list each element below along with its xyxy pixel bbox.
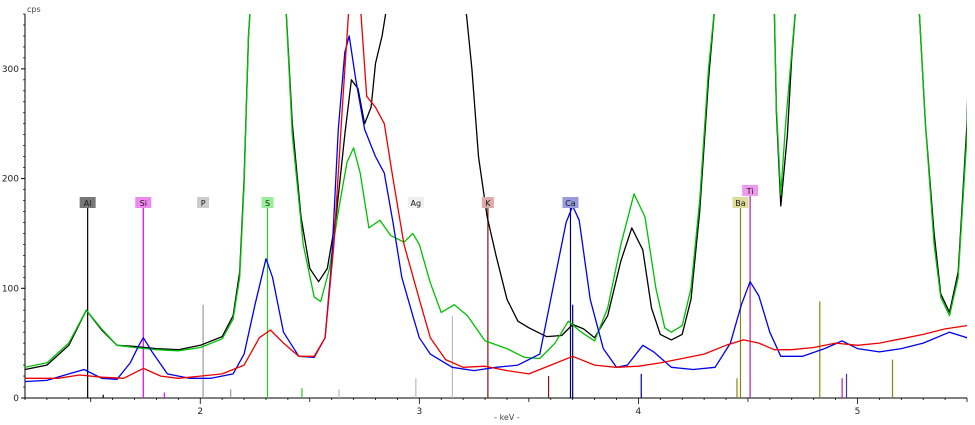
y-tick-label: 0 [13,394,19,404]
spectrum-series-2 [25,14,967,368]
element-label-ti-box [742,184,759,196]
element-label-al: Al [84,199,92,208]
series-group [25,14,967,383]
element-label-ca-box [562,197,579,208]
element-label-k-box [481,197,494,208]
element-label-ca: Ca [565,199,576,208]
element-label-k: K [485,199,491,208]
x-tick-label: 5 [855,407,861,417]
element-label-p-box [197,197,210,208]
y-axis-unit-label: cps [27,5,41,14]
x-tick-label: 2 [197,407,203,417]
element-label-ag-box [407,197,424,208]
axis-text-group: cps - keV - [27,5,520,422]
element-label-ba-box [732,197,749,208]
x-tick-label: 3 [416,407,422,417]
element-label-p: P [201,199,206,208]
stick-lines-group [87,193,894,398]
element-label-ti: Ti [746,187,754,196]
element-label-al-box [79,197,96,208]
spectrum-series-3 [25,35,967,383]
spectrum-series-4 [25,14,967,379]
spectrum-series-1 [25,14,967,371]
element-label-si: Si [140,199,147,208]
y-tick-label: 100 [2,284,19,294]
y-tick-label: 300 [2,65,19,75]
axes-group: 0 100 200 300 2 3 4 5 [2,13,968,417]
element-label-s: S [265,199,270,208]
y-tick-label: 200 [2,175,19,185]
x-axis-title: - keV - [494,413,520,422]
element-label-s-box [261,197,274,208]
element-label-ag: Ag [411,199,422,208]
x-tick-label: 4 [636,407,642,417]
element-label-ba: Ba [735,199,745,208]
element-label-si-box [135,197,152,208]
